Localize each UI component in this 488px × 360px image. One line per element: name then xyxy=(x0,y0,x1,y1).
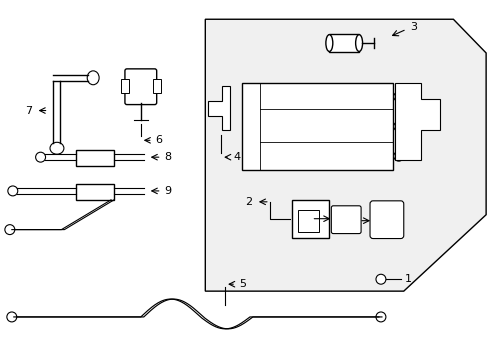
Bar xyxy=(76,184,114,200)
Text: 1: 1 xyxy=(404,274,411,284)
Text: 5: 5 xyxy=(239,279,245,289)
Ellipse shape xyxy=(50,142,64,154)
Text: 2: 2 xyxy=(244,197,251,207)
Bar xyxy=(76,150,114,166)
Bar xyxy=(297,210,319,231)
Text: 8: 8 xyxy=(164,152,171,162)
FancyBboxPatch shape xyxy=(369,201,403,239)
Bar xyxy=(242,83,392,170)
FancyBboxPatch shape xyxy=(331,206,360,234)
Ellipse shape xyxy=(87,71,99,85)
Text: 7: 7 xyxy=(25,105,33,116)
Ellipse shape xyxy=(7,312,17,322)
Bar xyxy=(328,34,358,52)
Ellipse shape xyxy=(393,92,403,102)
Polygon shape xyxy=(205,19,485,291)
Text: 4: 4 xyxy=(233,152,240,162)
Ellipse shape xyxy=(393,121,403,131)
Ellipse shape xyxy=(5,225,15,235)
Text: 3: 3 xyxy=(409,22,416,32)
Bar xyxy=(291,200,328,238)
Ellipse shape xyxy=(355,35,362,51)
Text: 6: 6 xyxy=(155,135,163,145)
Bar xyxy=(152,79,161,93)
Bar xyxy=(121,79,129,93)
Ellipse shape xyxy=(325,35,332,51)
FancyBboxPatch shape xyxy=(124,69,156,105)
Ellipse shape xyxy=(36,152,45,162)
Ellipse shape xyxy=(375,274,385,284)
Polygon shape xyxy=(208,86,230,130)
Ellipse shape xyxy=(375,312,385,322)
Text: 9: 9 xyxy=(164,186,171,196)
Ellipse shape xyxy=(8,186,18,196)
Ellipse shape xyxy=(393,151,403,161)
Polygon shape xyxy=(394,83,440,160)
